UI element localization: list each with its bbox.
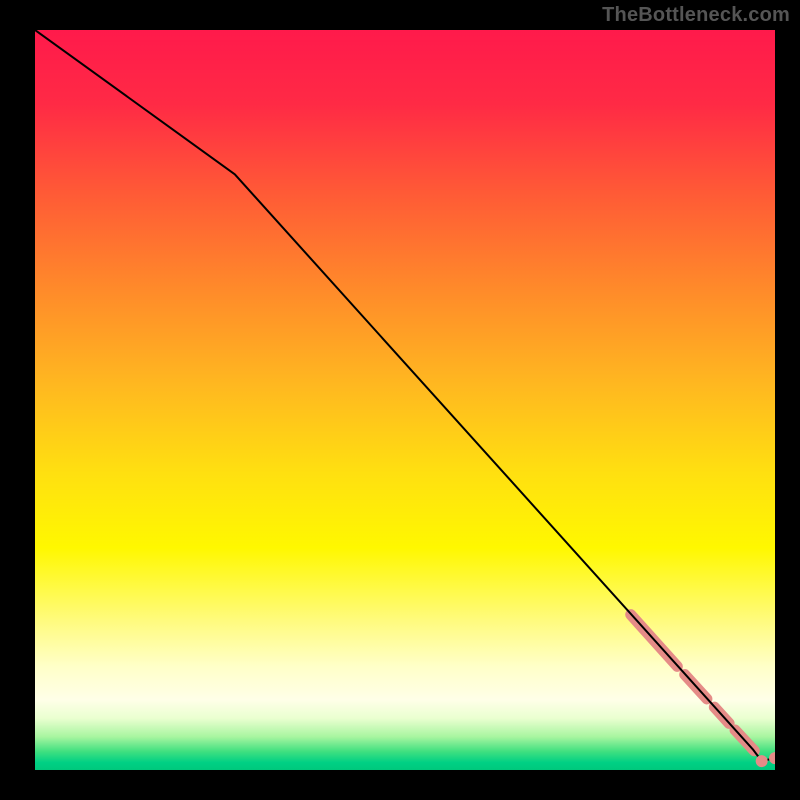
chart-frame: TheBottleneck.com	[0, 0, 800, 800]
plot-area	[35, 30, 775, 770]
plot-svg	[35, 30, 775, 770]
watermark-text: TheBottleneck.com	[602, 4, 790, 27]
